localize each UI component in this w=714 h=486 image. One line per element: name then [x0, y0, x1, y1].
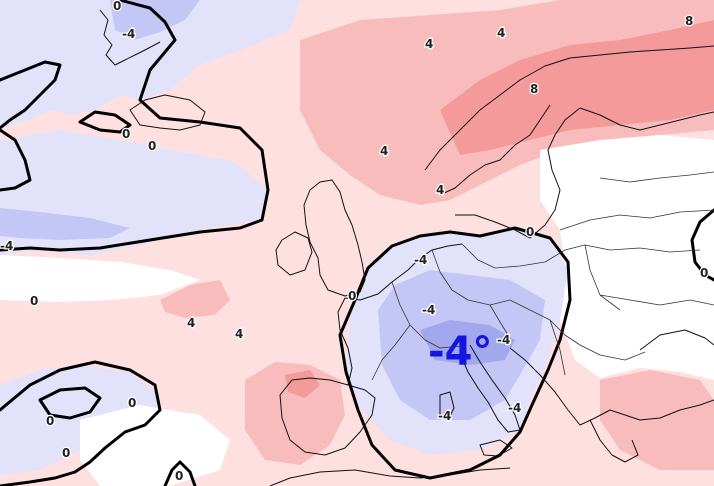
contour-label-n-4: 4	[425, 37, 433, 51]
contour-label-sw-0b: 0	[46, 414, 54, 428]
coast-norway	[424, 45, 714, 171]
warm-anomaly-areas	[160, 0, 714, 470]
coast-ireland	[275, 231, 313, 276]
coast-greece	[589, 419, 639, 463]
contour-label-ne-8: 8	[685, 14, 693, 28]
zero-contour-east	[690, 208, 714, 282]
contour-label-med-neg4: -4	[438, 409, 451, 423]
cold-area-atlantic-core	[0, 208, 130, 240]
contour-label-biscay-4: 4	[187, 316, 195, 330]
zero-contour-central-europe	[338, 226, 572, 480]
neutral-area-atlantic-strip	[0, 255, 200, 302]
contour-label-n-4b: 4	[497, 26, 505, 40]
coast-sardinia	[439, 391, 455, 421]
coast-black-sea	[639, 329, 714, 351]
contour-label-alps-neg4: -4	[422, 303, 435, 317]
zero-contour-atlantic-west	[0, 128, 32, 192]
contour-label-baltic-0: 0	[526, 225, 534, 239]
zero-contour-sw-inner	[38, 386, 102, 420]
coast-finland	[579, 107, 714, 131]
coast-iberia	[279, 377, 376, 456]
coast-baltic	[455, 107, 581, 239]
cold-area-greenland	[0, 0, 300, 130]
coast-france-west	[337, 297, 353, 386]
warm-area-iberia	[245, 362, 345, 465]
neutral-area-east-europe	[540, 135, 714, 380]
warm-area-scandinavia	[440, 20, 714, 155]
zero-contour-sw	[0, 360, 162, 486]
coast-balkans	[509, 347, 714, 426]
coastlines-and-borders	[99, 9, 714, 486]
cold-area-alps-strong	[420, 320, 515, 365]
coast-north-africa	[269, 467, 511, 486]
warm-area-se	[600, 370, 714, 470]
contour-label-w-neg4: -4	[0, 239, 13, 253]
contour-label-nw-0-top: 0	[113, 0, 121, 13]
contour-label-atl-0b: 0	[148, 139, 156, 153]
coast-sicily	[479, 439, 513, 457]
zero-contour-small-loop	[78, 110, 132, 134]
contour-label-italy-neg4: -4	[497, 333, 510, 347]
contour-label-sw-0c: 0	[62, 446, 70, 460]
zero-contour-sw-bottom	[163, 460, 197, 486]
contour-label-atl-4: 4	[235, 327, 243, 341]
contour-label-atl-0c: 0	[30, 294, 38, 308]
central-europe-cold-anomaly	[345, 228, 568, 455]
warm-area-biscay	[160, 280, 230, 318]
contour-label-scand-8: 8	[530, 82, 538, 96]
border-lines-central	[371, 171, 714, 381]
coast-sweden	[439, 104, 551, 196]
coast-france-north	[344, 243, 463, 301]
contour-label-atl-0a: 0	[122, 127, 130, 141]
coast-greenland	[99, 9, 161, 66]
warm-area-iberia-core	[285, 370, 320, 398]
contour-label-sw-0a: 0	[128, 396, 136, 410]
contour-label-nw-neg4: -4	[122, 27, 135, 41]
zero-contour-greenland	[0, 0, 270, 252]
neutral-area-sw-strip	[80, 405, 230, 486]
neutral-areas	[0, 135, 714, 486]
cold-area-greenland-core	[110, 0, 200, 40]
contour-label-swe-4: 4	[436, 183, 444, 197]
zero-contour-atlantic-north	[0, 60, 62, 130]
contour-label-russia-0: 0	[700, 266, 708, 280]
coast-iceland	[129, 94, 206, 131]
contour-label-adriatic-neg4: -4	[508, 401, 521, 415]
coast-italy	[461, 344, 521, 433]
coast-great-britain	[303, 179, 366, 297]
contour-label-fr-0: 0	[348, 289, 356, 303]
headline-anomaly-value: -4°	[428, 329, 492, 375]
contour-label-norway-4: 4	[380, 144, 388, 158]
contour-label-sw-0d: 0	[175, 469, 183, 483]
contour-label-ger-neg4: -4	[414, 253, 427, 267]
